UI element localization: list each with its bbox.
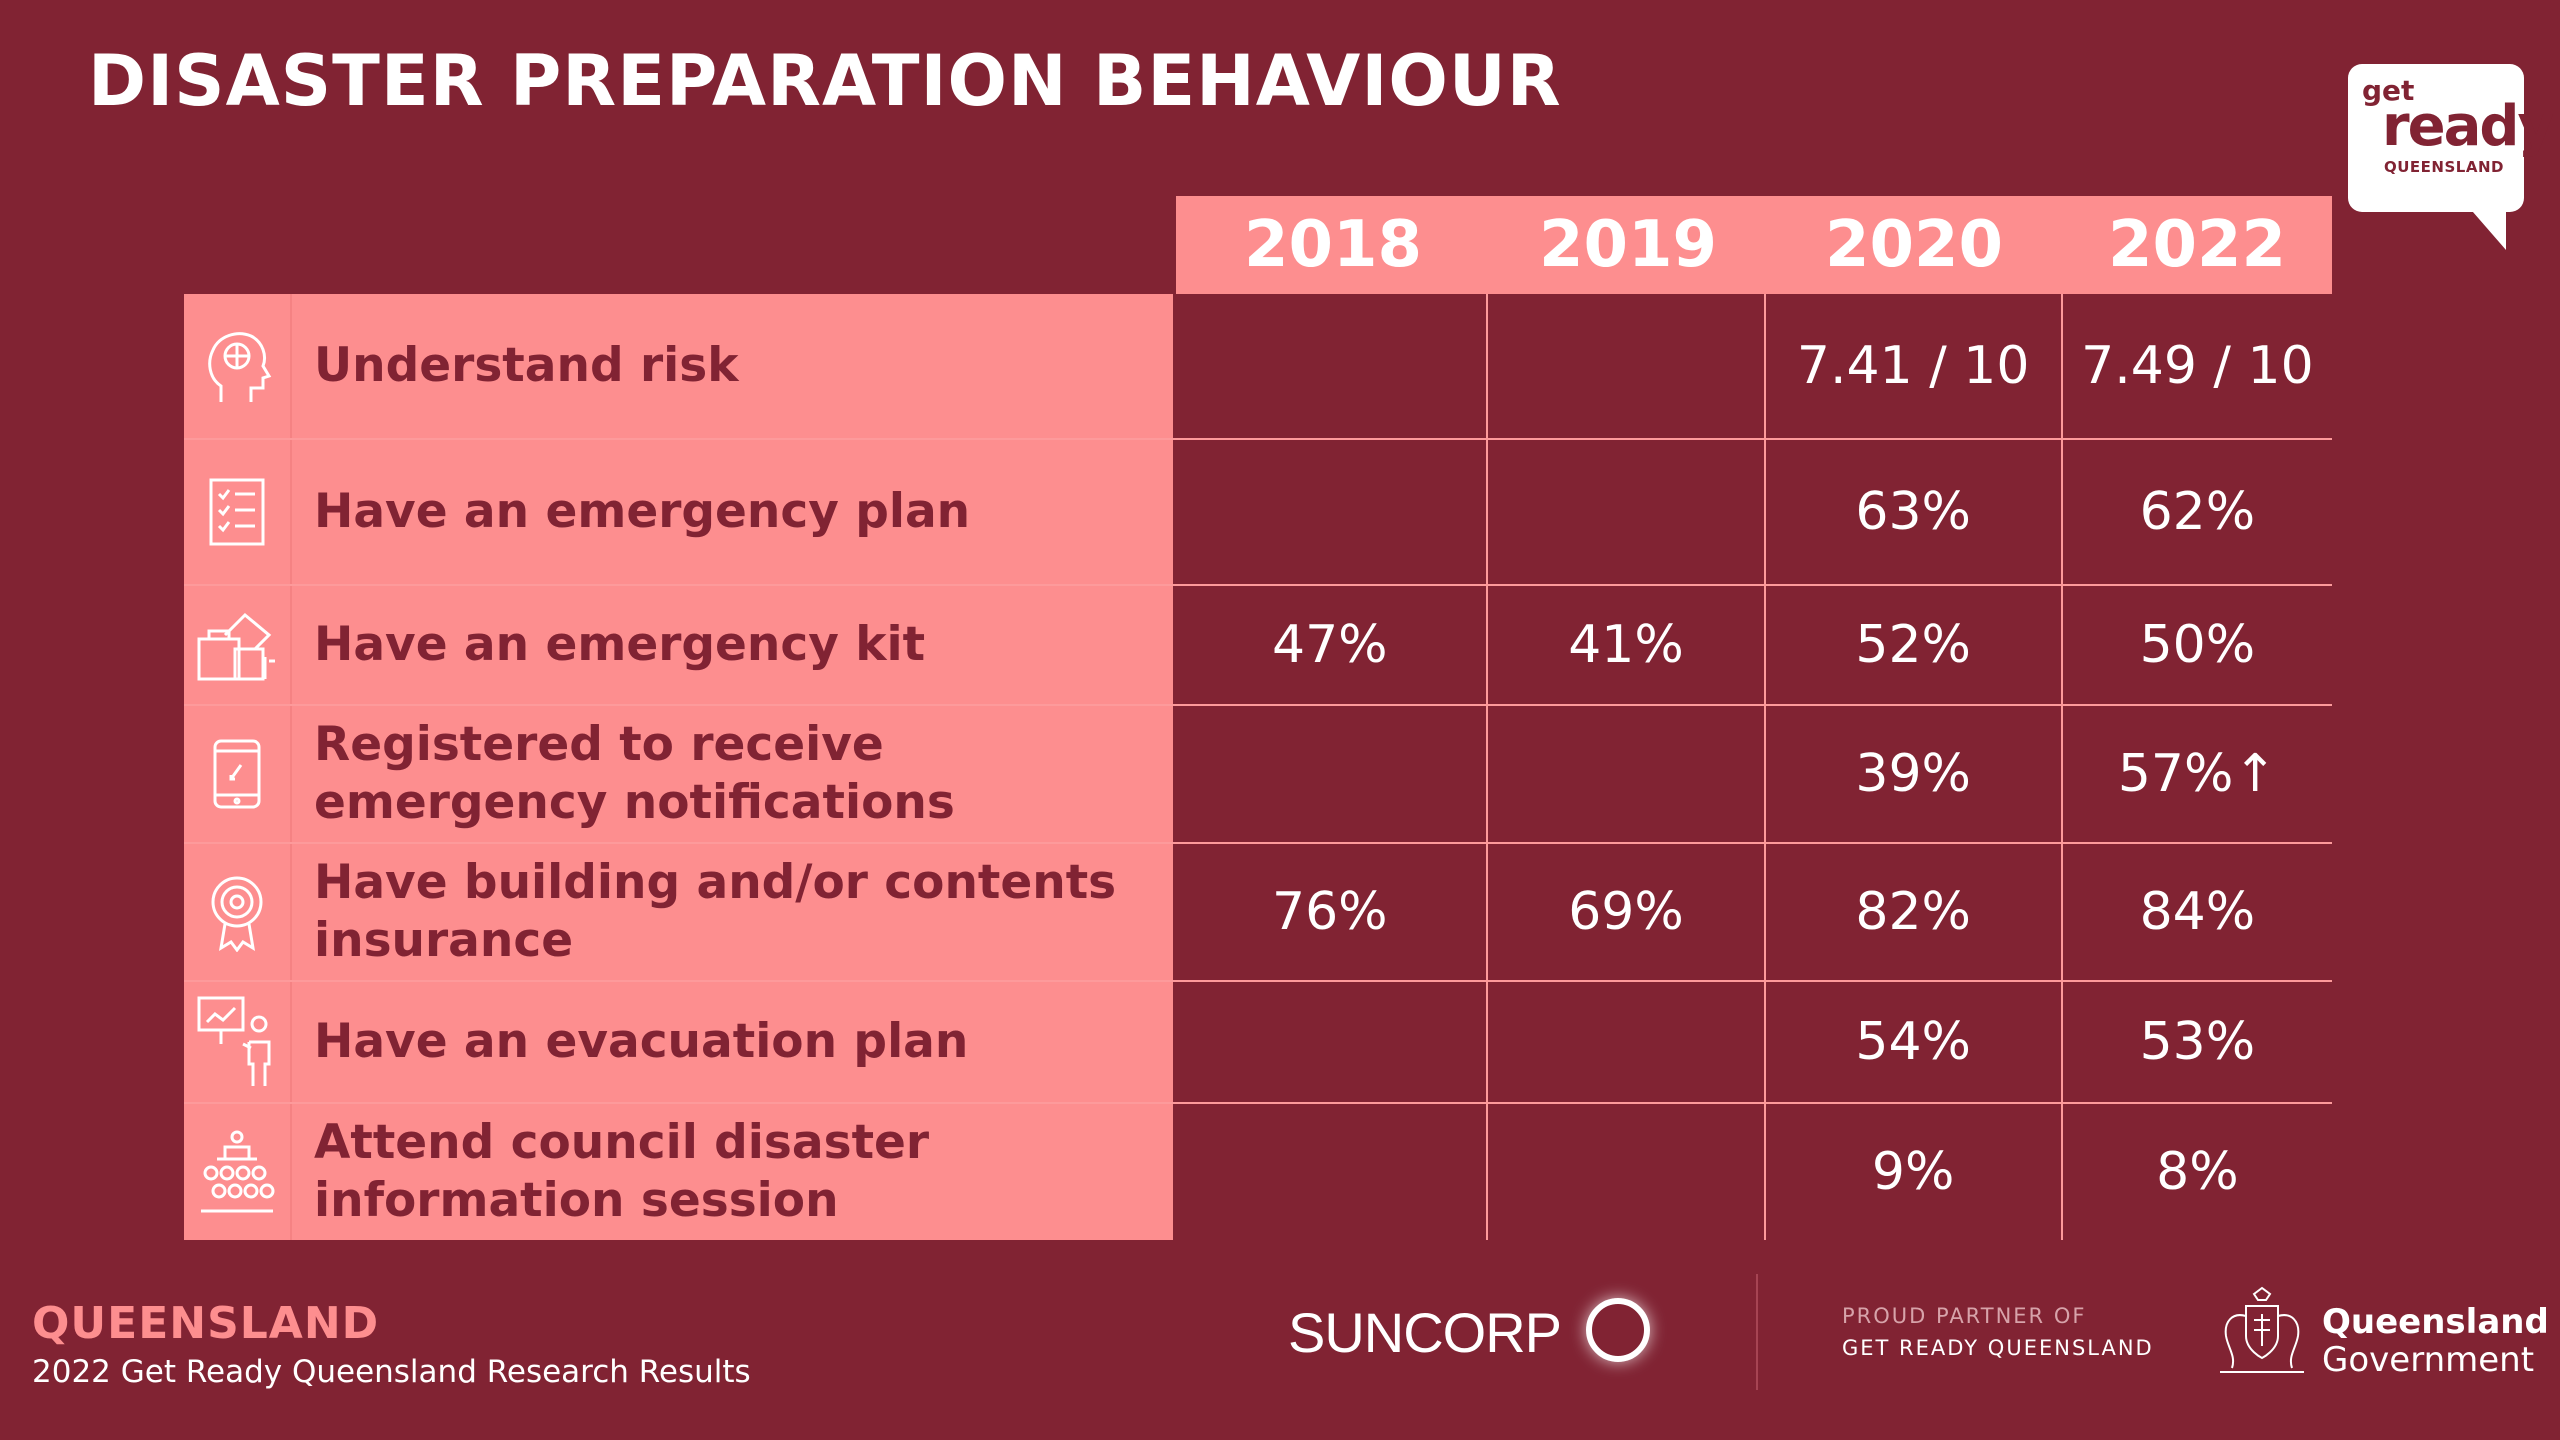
table-row: Understand risk 7.41 / 10 7.49 / 10 <box>184 294 2332 440</box>
mobile-phone-icon <box>184 706 292 842</box>
row-label: Have building and/or contents insurance <box>314 855 1117 968</box>
row-label: Have an evacuation plan <box>314 1014 969 1069</box>
year-header-row: 2018 2019 2020 2022 <box>1176 196 2332 294</box>
value-cell <box>1173 440 1486 584</box>
value-cell: 57%↑ <box>2060 706 2332 842</box>
government-line-2: Government <box>2322 1340 2535 1380</box>
government-line-1: Queensland <box>2322 1302 2549 1342</box>
value-cell: 52% <box>1763 586 2061 704</box>
value-cell <box>1486 294 1763 438</box>
partner-line-1: PROUD PARTNER OF <box>1842 1304 2087 1328</box>
year-header-2022: 2022 <box>2107 208 2287 282</box>
table-row: Have an emergency kit 47% 41% 52% 50% <box>184 586 2332 706</box>
suncorp-logo-text: SUNCORP <box>1288 1301 1562 1364</box>
presentation-board-icon <box>184 982 292 1102</box>
value-cell: 76% <box>1272 882 1388 942</box>
value-cell <box>1173 294 1486 438</box>
table-row: Have an emergency plan 63% 62% <box>184 440 2332 586</box>
row-label-cell: Understand risk <box>184 294 1174 438</box>
table-row: Attend council disaster information sess… <box>184 1104 2332 1240</box>
page-title: DISASTER PREPARATION BEHAVIOUR <box>88 40 1562 122</box>
row-label-cell: Have an emergency plan <box>184 440 1174 584</box>
value-cell: 8% <box>2060 1104 2332 1240</box>
row-label-cell: Registered to receive emergency notifica… <box>184 706 1174 842</box>
suncorp-ring-icon <box>1586 1298 1650 1362</box>
row-label-cell: Have building and/or contents insurance <box>184 844 1174 980</box>
audience-session-icon <box>184 1104 292 1240</box>
table-row: Registered to receive emergency notifica… <box>184 706 2332 844</box>
award-badge-icon <box>184 844 292 980</box>
table-row: Have an evacuation plan 54% 53% <box>184 982 2332 1104</box>
value-cell <box>1486 982 1763 1102</box>
table-row: Have building and/or contents insurance … <box>184 844 2332 982</box>
footer-subtitle: 2022 Get Ready Queensland Research Resul… <box>32 1354 751 1390</box>
value-cell: 41% <box>1486 586 1763 704</box>
value-cell <box>1486 440 1763 584</box>
queensland-crest-icon <box>2210 1286 2314 1382</box>
value-cell: 82% <box>1763 844 2061 980</box>
value-cell <box>1486 1104 1763 1240</box>
behaviour-table: Understand risk 7.41 / 10 7.49 / 10 Have… <box>184 294 2332 1240</box>
brain-head-icon <box>184 294 292 438</box>
value-cell <box>1486 706 1763 842</box>
row-label: Have an emergency plan <box>314 484 971 539</box>
partner-line-2: GET READY QUEENSLAND <box>1842 1336 2154 1360</box>
value-cell: 53% <box>2060 982 2332 1102</box>
value-cell: 69% <box>1486 844 1763 980</box>
footer-title: QUEENSLAND <box>32 1298 380 1349</box>
footer-divider <box>1756 1274 1758 1390</box>
row-label-cell: Have an emergency kit <box>184 586 1174 704</box>
emergency-kit-icon <box>184 586 292 704</box>
value-cell: 54% <box>1763 982 2061 1102</box>
year-header-2018: 2018 <box>1243 208 1423 282</box>
value-cell: 62% <box>2060 440 2332 584</box>
value-cell: 50% <box>2060 586 2332 704</box>
value-cell <box>1173 706 1486 842</box>
value-cell: 7.49 / 10 <box>2060 294 2332 438</box>
value-cell: 7.41 / 10 <box>1763 294 2061 438</box>
year-header-2019: 2019 <box>1538 208 1718 282</box>
value-cell: 63% <box>1763 440 2061 584</box>
year-header-2020: 2020 <box>1824 208 2004 282</box>
row-label-cell: Have an evacuation plan <box>184 982 1174 1102</box>
row-label: Understand risk <box>314 338 739 393</box>
value-cell <box>1173 982 1486 1102</box>
value-cell: 84% <box>2060 844 2332 980</box>
get-ready-queensland-logo: get ready QUEENSLAND <box>2348 64 2554 250</box>
value-cell: 47% <box>1272 615 1388 675</box>
row-label-cell: Attend council disaster information sess… <box>184 1104 1174 1240</box>
row-label: Registered to receive emergency notifica… <box>314 717 955 830</box>
value-cell: 9% <box>1763 1104 2061 1240</box>
row-label: Have an emergency kit <box>314 617 926 672</box>
value-cell <box>1173 1104 1486 1240</box>
value-cell: 39% <box>1763 706 2061 842</box>
checklist-icon <box>184 440 292 584</box>
row-label: Attend council disaster information sess… <box>314 1115 930 1228</box>
